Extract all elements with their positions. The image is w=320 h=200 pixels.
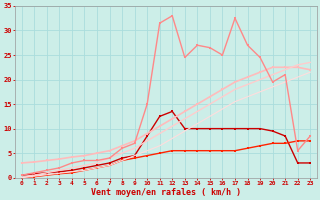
X-axis label: Vent moyen/en rafales ( km/h ): Vent moyen/en rafales ( km/h )	[91, 188, 241, 197]
